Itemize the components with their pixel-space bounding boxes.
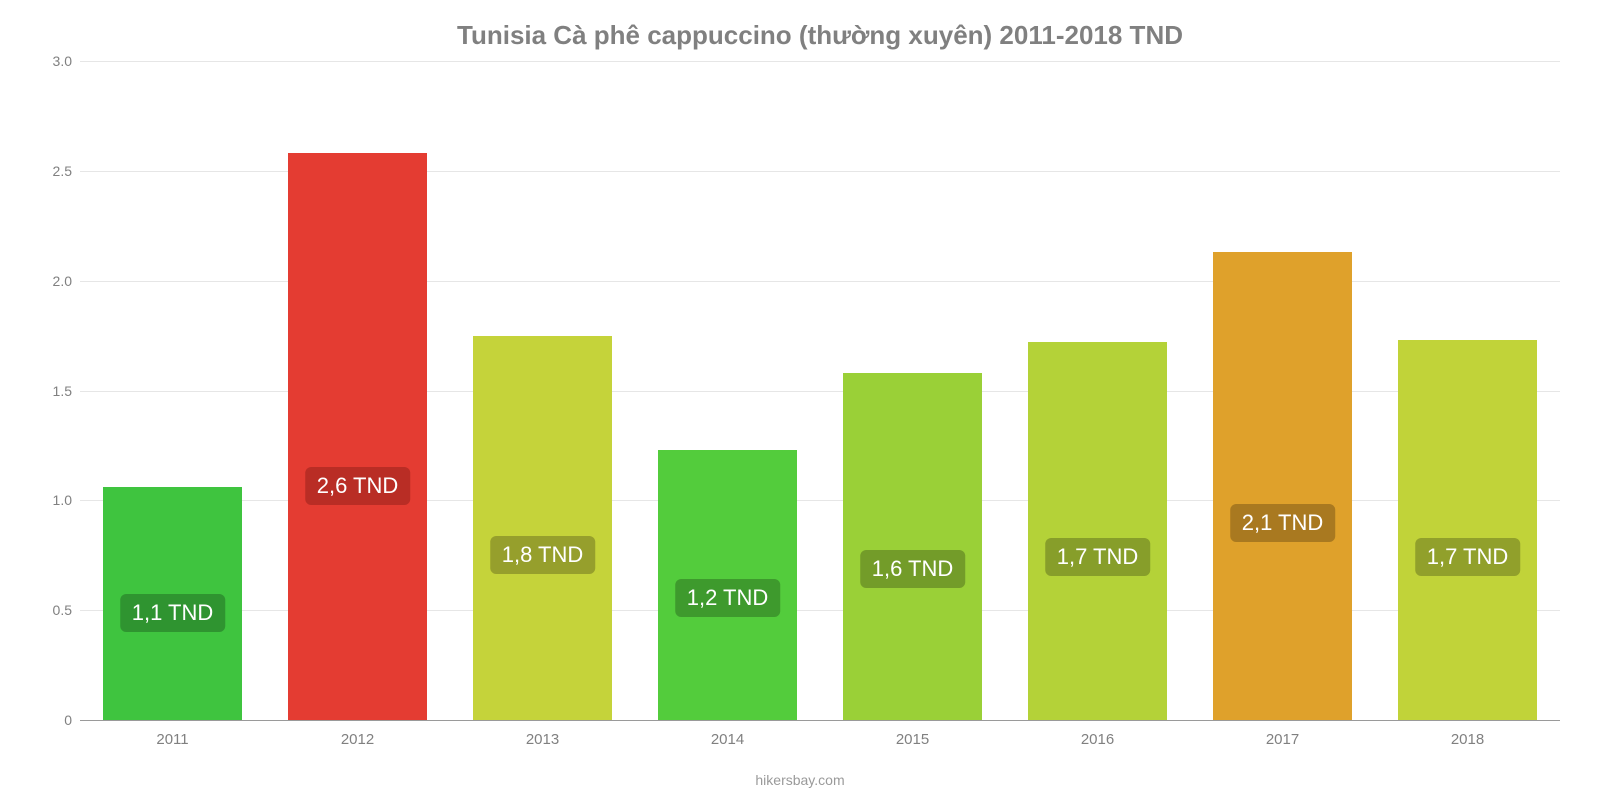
value-badge: 1,8 TND — [490, 536, 596, 574]
bar: 1,7 TND — [1028, 342, 1167, 720]
x-tick-label: 2014 — [635, 731, 820, 748]
x-tick-label: 2017 — [1190, 731, 1375, 748]
bar: 1,8 TND — [473, 336, 612, 720]
x-tick-label: 2015 — [820, 731, 1005, 748]
y-tick-label: 0 — [40, 712, 72, 728]
plot-area: 00.51.01.52.02.53.0 1,1 TND2,6 TND1,8 TN… — [80, 61, 1560, 721]
x-tick-label: 2011 — [80, 731, 265, 748]
x-tick-label: 2018 — [1375, 731, 1560, 748]
footer-credit: hikersbay.com — [0, 772, 1600, 788]
y-tick-label: 0.5 — [40, 602, 72, 618]
value-badge: 1,7 TND — [1415, 538, 1521, 576]
value-badge: 2,6 TND — [305, 467, 411, 505]
y-tick-label: 1.5 — [40, 383, 72, 399]
bars-row: 1,1 TND 2,6 TND 1,8 TND 1,2 TND 1,6 TND 1,7 T… — [80, 61, 1560, 720]
y-tick-label: 2.0 — [40, 273, 72, 289]
bar-slot: 1,6 TND — [820, 61, 1005, 720]
y-tick-label: 2.5 — [40, 163, 72, 179]
x-tick-label: 2013 — [450, 731, 635, 748]
chart-container: Tunisia Cà phê cappuccino (thường xuyên)… — [0, 0, 1600, 800]
bar-slot: 1,7 TND — [1375, 61, 1560, 720]
value-badge: 1,2 TND — [675, 579, 781, 617]
bar-slot: 1,1 TND — [80, 61, 265, 720]
y-tick-label: 1.0 — [40, 492, 72, 508]
value-badge: 1,7 TND — [1045, 538, 1151, 576]
value-badge: 1,1 TND — [120, 594, 226, 632]
bar-slot: 2,6 TND — [265, 61, 450, 720]
bar: 1,6 TND — [843, 373, 982, 720]
value-badge: 2,1 TND — [1230, 504, 1336, 542]
x-tick-label: 2012 — [265, 731, 450, 748]
bar-slot: 2,1 TND — [1190, 61, 1375, 720]
bar-slot: 1,2 TND — [635, 61, 820, 720]
bar: 2,1 TND — [1213, 252, 1352, 720]
bar: 2,6 TND — [288, 153, 427, 720]
bar: 1,1 TND — [103, 487, 242, 720]
value-badge: 1,6 TND — [860, 550, 966, 588]
bar: 1,2 TND — [658, 450, 797, 720]
x-tick-label: 2016 — [1005, 731, 1190, 748]
chart-title: Tunisia Cà phê cappuccino (thường xuyên)… — [80, 20, 1560, 51]
bar: 1,7 TND — [1398, 340, 1537, 720]
bar-slot: 1,7 TND — [1005, 61, 1190, 720]
bar-slot: 1,8 TND — [450, 61, 635, 720]
y-tick-label: 3.0 — [40, 53, 72, 69]
x-axis-labels: 20112012201320142015201620172018 — [80, 731, 1560, 748]
